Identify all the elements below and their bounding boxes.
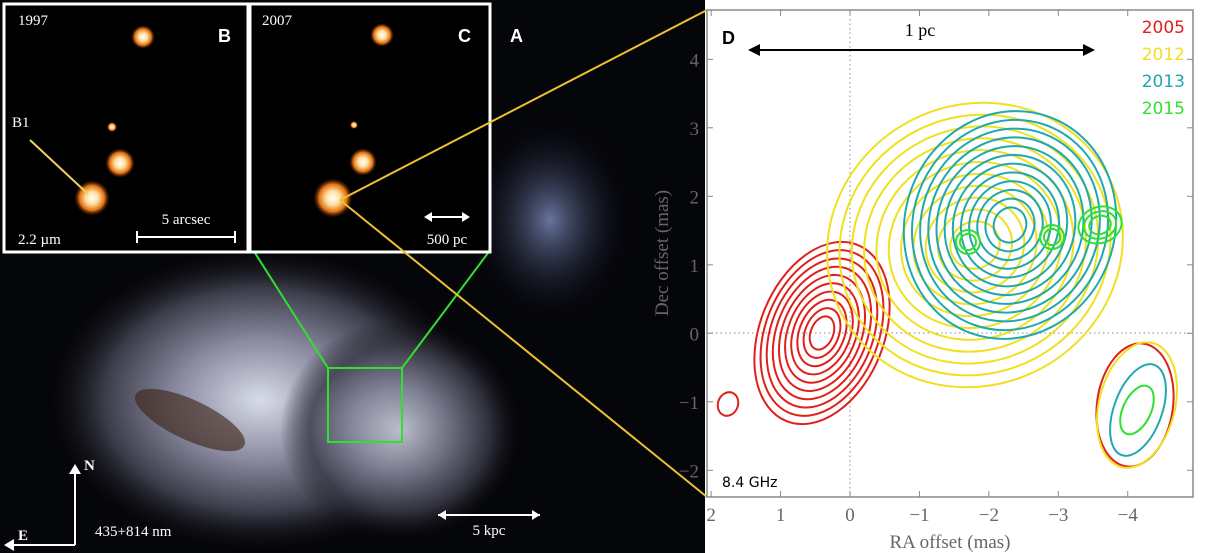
- contour: [802, 307, 842, 359]
- pointer: [29, 139, 89, 195]
- panel-label: D: [722, 28, 735, 48]
- panel-label: B: [218, 26, 231, 46]
- panel-c: 2007 C 500 pc: [248, 2, 492, 254]
- contour: [935, 145, 1085, 305]
- panel-label: C: [458, 26, 471, 46]
- contour: [1039, 224, 1065, 250]
- zoom-line: [254, 252, 329, 369]
- x-tick-label: 1: [776, 505, 786, 526]
- filter-label: 435+814 nm: [95, 524, 172, 540]
- contour: [808, 315, 836, 351]
- contour: [1095, 342, 1175, 468]
- zoom-line: [339, 9, 708, 201]
- contour: [777, 274, 867, 392]
- x-tick-label: 2: [706, 505, 716, 526]
- wavelength: 2.2 µm: [18, 232, 61, 248]
- panel-b: 1997 B B1 2.2 µm 5 arcsec: [2, 2, 250, 254]
- star: [107, 122, 117, 132]
- contour: [838, 113, 1112, 377]
- contour: [968, 180, 1052, 270]
- x-tick-label: 0: [845, 505, 855, 526]
- scale-label: 500 pc: [427, 232, 468, 248]
- star: [350, 121, 358, 129]
- contour: [984, 197, 1036, 253]
- contour: [955, 229, 981, 255]
- x-tick-label: −2: [979, 505, 999, 526]
- y-tick-label: 2: [690, 187, 700, 208]
- legend-entry: 2013: [1142, 72, 1185, 92]
- contour: [1043, 228, 1061, 246]
- scale-label: 5 arcsec: [162, 212, 211, 228]
- contour: [790, 290, 854, 376]
- scale-label: 1 pc: [905, 20, 936, 40]
- contour: [943, 153, 1077, 297]
- y-tick-label: 4: [690, 50, 700, 71]
- y-tick-label: 1: [690, 256, 700, 277]
- panel-d: D 1 pc 8.4 GHz RA offset (mas) Dec offse…: [652, 9, 1194, 553]
- scale-bar: [136, 231, 236, 243]
- x-tick-label: −4: [1118, 505, 1139, 526]
- legend-entry: 2005: [1142, 18, 1185, 38]
- y-axis-label: Dec offset (mas): [652, 190, 673, 316]
- year: 1997: [18, 13, 49, 29]
- legend-entry: 2015: [1142, 99, 1185, 119]
- y-tick-label: −1: [679, 393, 699, 414]
- year: 2007: [262, 13, 293, 29]
- contour: [927, 136, 1093, 314]
- contour: [949, 220, 1001, 270]
- frequency: 8.4 GHz: [722, 475, 777, 491]
- compass-north: N: [84, 458, 95, 474]
- y-tick-label: −2: [679, 461, 699, 482]
- contour: [902, 110, 1118, 340]
- galaxy: [280, 320, 520, 540]
- star: [349, 148, 377, 176]
- x-tick-label: −3: [1048, 505, 1068, 526]
- contour: [951, 162, 1069, 288]
- zoom-line: [339, 199, 708, 498]
- contour: [910, 118, 1110, 332]
- contour: [1096, 341, 1178, 469]
- compass: [8, 470, 76, 546]
- star: [105, 148, 135, 178]
- scale-label: 5 kpc: [473, 523, 506, 539]
- contour: [1088, 214, 1112, 236]
- galaxy-arm: [470, 120, 630, 320]
- panel-frame: [2, 2, 250, 254]
- contour: [753, 240, 891, 426]
- y-tick-label: 3: [690, 119, 700, 140]
- contour: [1109, 363, 1167, 457]
- contour: [716, 391, 740, 417]
- legend-entry: 2012: [1142, 45, 1185, 65]
- contour: [992, 206, 1028, 244]
- compass-east: E: [18, 528, 28, 544]
- contour: [937, 208, 1013, 282]
- contour: [1082, 210, 1118, 240]
- contour: [765, 257, 879, 409]
- y-tick-label: 0: [690, 324, 700, 345]
- x-tick-label: −1: [909, 505, 929, 526]
- contours: [716, 101, 1178, 469]
- star: [131, 25, 155, 49]
- star: [370, 23, 394, 47]
- star: [313, 178, 353, 218]
- contour: [959, 233, 977, 251]
- x-axis-label: RA offset (mas): [889, 532, 1010, 553]
- dust-lane: [134, 388, 246, 452]
- contour: [1119, 384, 1155, 436]
- contour: [784, 282, 860, 384]
- contour: [1077, 205, 1123, 245]
- panel-label: A: [510, 26, 523, 46]
- zoom-box: [327, 367, 403, 443]
- contour: [919, 127, 1101, 323]
- contour: [771, 265, 873, 401]
- source-label: B1: [12, 115, 30, 131]
- zoom-line: [401, 252, 489, 369]
- compass-arrows: [4, 464, 81, 551]
- contour: [959, 171, 1061, 279]
- panel-frame: [248, 2, 492, 254]
